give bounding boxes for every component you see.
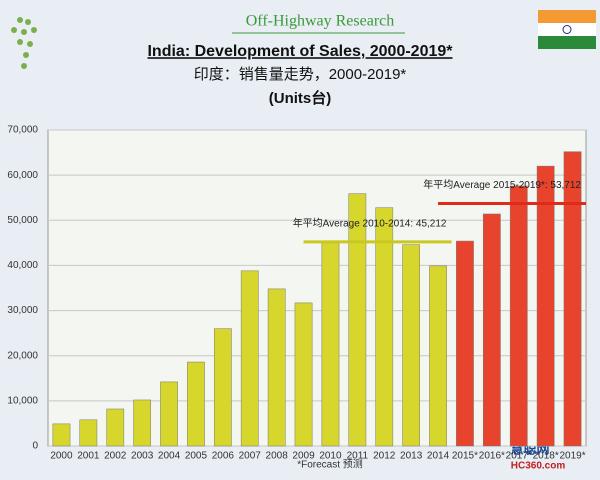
- bar: [375, 207, 394, 447]
- bar: [187, 361, 205, 447]
- bar: [402, 244, 421, 447]
- x-tick-label: 2015*: [452, 451, 478, 462]
- x-tick-label: 2017*: [506, 451, 532, 462]
- x-tick-label: 2014: [427, 451, 450, 462]
- x-tick-label: 2011: [347, 451, 369, 462]
- y-tick-label: 40,000: [7, 260, 38, 271]
- x-tick-label: 2006: [212, 451, 235, 462]
- bar: [321, 242, 340, 447]
- bar: [563, 151, 582, 447]
- plot-area: [47, 129, 587, 447]
- x-tick-label: 2005: [185, 451, 208, 462]
- x-tick-label: 2012: [373, 451, 396, 462]
- x-tick-label: 2019*: [559, 451, 585, 462]
- flag: [538, 10, 596, 49]
- x-tick-label: 2001: [77, 451, 100, 462]
- y-tick-label: 50,000: [7, 215, 38, 226]
- bar: [160, 381, 178, 447]
- x-tick-label: 2016*: [479, 451, 505, 462]
- chart-subtitle: 印度：销售量走势，2000-2019*: [194, 66, 407, 83]
- bar: [294, 302, 313, 447]
- y-tick-label: 70,000: [7, 125, 38, 136]
- x-axis-label: *Forecast 预测: [297, 458, 363, 471]
- x-tick-label: 2018*: [533, 451, 559, 462]
- bar: [509, 185, 528, 447]
- bar: [213, 328, 232, 447]
- x-tick-label: 2003: [131, 451, 154, 462]
- average-label: 年平均Average 2015-2019*: 53,712: [423, 178, 581, 191]
- x-tick-label: 2010: [319, 451, 342, 462]
- units: (Units台): [269, 89, 332, 107]
- bar: [456, 240, 474, 447]
- watermark-site: HC360.com: [511, 461, 566, 472]
- bar: [106, 408, 125, 447]
- bar: [52, 423, 71, 447]
- average-label: 年平均Average 2010-2014: 45,212: [293, 217, 447, 230]
- header: Off-Highway Research: [246, 13, 395, 30]
- x-tick-label: 2009: [292, 451, 315, 462]
- y-tick-label: 30,000: [7, 305, 38, 316]
- bar: [429, 265, 447, 447]
- y-tick-label: 10,000: [7, 395, 38, 406]
- india-map: [11, 17, 37, 69]
- x-tick-label: 2002: [104, 451, 127, 462]
- bar: [267, 288, 286, 447]
- bar: [240, 270, 259, 447]
- y-tick-label: 20,000: [7, 350, 38, 361]
- x-tick-label: 2013: [400, 451, 423, 462]
- bar: [536, 165, 555, 447]
- bar: [482, 213, 501, 447]
- y-tick-label: 0: [32, 441, 38, 452]
- chart-title: India: Development of Sales, 2000-2019*: [147, 43, 453, 60]
- bar: [79, 419, 98, 447]
- bar: [348, 193, 367, 447]
- y-tick-label: 60,000: [7, 170, 38, 181]
- bar: [133, 399, 152, 447]
- x-tick-label: 2008: [266, 451, 289, 462]
- x-tick-label: 2000: [50, 451, 73, 462]
- x-tick-label: 2004: [158, 451, 181, 462]
- x-tick-label: 2007: [239, 451, 262, 462]
